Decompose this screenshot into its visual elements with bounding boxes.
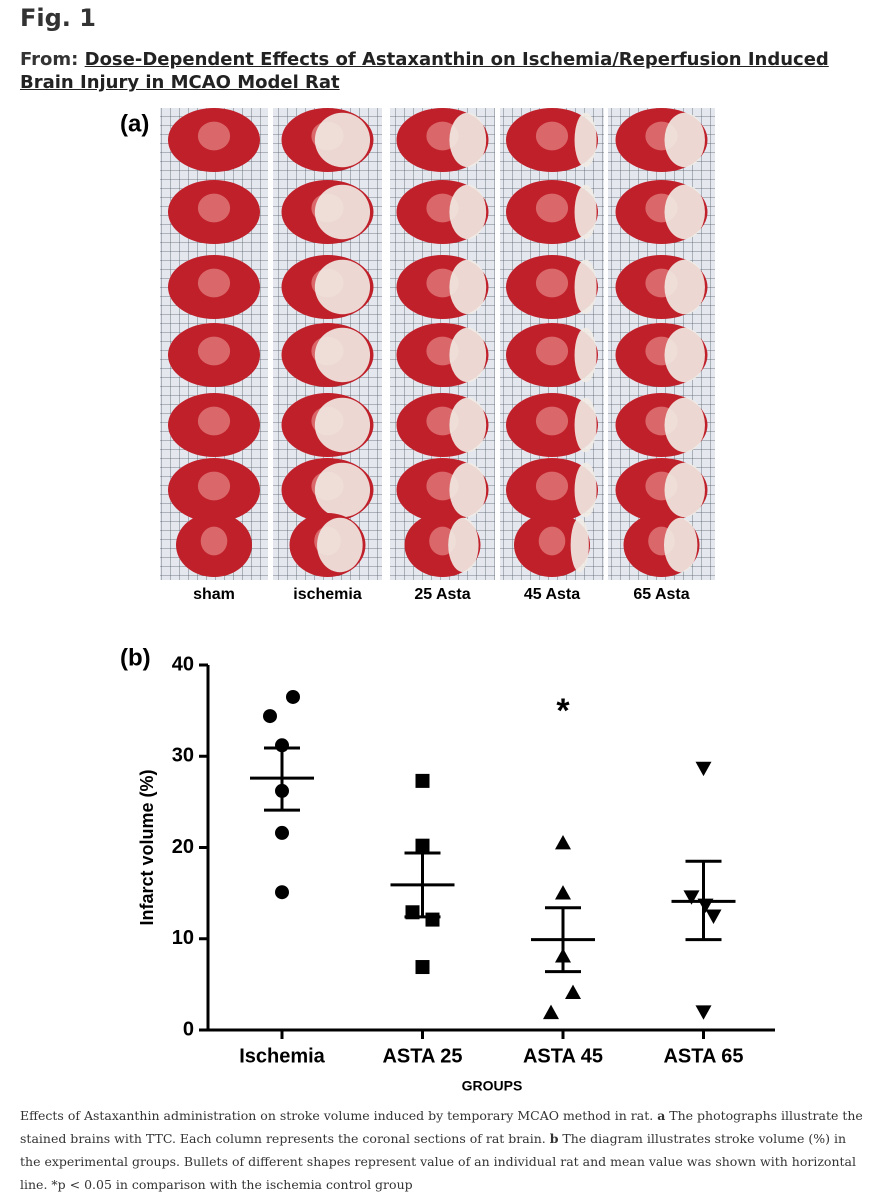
figure: (a) (b) sham ischemia 25 Asta 45 Asta 65 Ast… bbox=[120, 108, 775, 1094]
brain-core bbox=[200, 526, 228, 556]
column-label: 65 Asta bbox=[633, 586, 689, 603]
data-point bbox=[555, 834, 571, 850]
infarct bbox=[317, 517, 363, 573]
infarct bbox=[570, 517, 589, 573]
data-point bbox=[275, 885, 289, 900]
infarct bbox=[314, 397, 371, 453]
caption-part: a bbox=[657, 1108, 666, 1123]
panel-label: (b) bbox=[120, 644, 151, 671]
infarct bbox=[574, 259, 597, 315]
data-point bbox=[415, 960, 430, 975]
x-tick-label: Ischemia bbox=[239, 1045, 325, 1067]
brain-core bbox=[535, 193, 569, 223]
brain-core bbox=[535, 268, 569, 298]
infarct bbox=[449, 462, 487, 518]
caption-part: Effects of Astaxanthin administration on… bbox=[20, 1108, 658, 1123]
brain-core bbox=[535, 121, 569, 151]
panel-label: (a) bbox=[120, 110, 149, 137]
brain-core bbox=[538, 526, 566, 556]
infarct bbox=[314, 327, 371, 383]
column-label: 25 Asta bbox=[414, 586, 470, 603]
data-point bbox=[555, 885, 571, 900]
y-tick-label: 20 bbox=[172, 836, 194, 858]
y-axis-label: Infarct volume (%) bbox=[137, 769, 157, 925]
infarct bbox=[449, 327, 487, 383]
caption-part: b bbox=[549, 1131, 559, 1146]
data-point bbox=[695, 761, 712, 777]
infarct bbox=[449, 184, 487, 240]
infarct bbox=[663, 517, 698, 573]
brain-core bbox=[197, 193, 231, 223]
data-point bbox=[425, 912, 440, 927]
x-tick-label: ASTA 25 bbox=[382, 1045, 462, 1067]
infarct bbox=[664, 259, 705, 315]
x-tick-label: ASTA 45 bbox=[523, 1045, 603, 1067]
data-point bbox=[275, 825, 289, 840]
data-point bbox=[695, 1005, 712, 1020]
infarct bbox=[314, 112, 371, 168]
brain-core bbox=[535, 336, 569, 366]
brain-core bbox=[535, 471, 569, 501]
brain-core bbox=[197, 336, 231, 366]
column-label: ischemia bbox=[293, 586, 362, 603]
caption-part: The photographs illustrate the stained b… bbox=[20, 1108, 863, 1146]
brain-core bbox=[197, 121, 231, 151]
x-tick-label: ASTA 65 bbox=[663, 1045, 743, 1067]
infarct bbox=[664, 462, 705, 518]
brain-core bbox=[197, 471, 231, 501]
infarct bbox=[314, 184, 371, 240]
infarct bbox=[574, 462, 597, 518]
infarct bbox=[574, 112, 597, 168]
data-point bbox=[565, 984, 581, 999]
from-label: From: bbox=[20, 49, 79, 70]
y-tick-label: 0 bbox=[183, 1018, 194, 1040]
data-point bbox=[543, 1004, 559, 1020]
infarct bbox=[664, 112, 705, 168]
data-point bbox=[683, 890, 700, 905]
caption: Effects of Astaxanthin administration on… bbox=[20, 1104, 870, 1196]
photo-panel: sham ischemia 25 Asta 45 Asta 65 Asta bbox=[160, 108, 715, 603]
brain-core bbox=[197, 406, 231, 436]
chart: 0 10 20 30 40 Infarct volume (%) GROUPS Ischemi… bbox=[137, 653, 775, 1094]
column-label: 45 Asta bbox=[524, 586, 580, 603]
brain-core bbox=[197, 268, 231, 298]
data-point bbox=[263, 709, 277, 724]
y-tick-label: 10 bbox=[172, 927, 194, 949]
article-link[interactable]: Dose-Dependent Effects of Astaxanthin on… bbox=[20, 49, 829, 93]
data-point bbox=[415, 773, 430, 788]
infarct bbox=[449, 259, 487, 315]
infarct bbox=[314, 259, 371, 315]
caption-part: The diagram illustrates stroke volume (%… bbox=[20, 1131, 856, 1192]
infarct bbox=[574, 327, 597, 383]
infarct bbox=[664, 397, 705, 453]
significance-mark: * bbox=[556, 692, 570, 730]
infarct bbox=[574, 397, 597, 453]
data-point bbox=[415, 838, 430, 853]
y-tick-label: 30 bbox=[172, 745, 194, 767]
infarct bbox=[314, 462, 371, 518]
data-point bbox=[286, 689, 300, 704]
infarct bbox=[664, 327, 705, 383]
infarct bbox=[664, 184, 705, 240]
data-point bbox=[705, 909, 722, 924]
x-axis-label: GROUPS bbox=[462, 1078, 523, 1094]
infarct bbox=[449, 112, 487, 168]
infarct bbox=[448, 517, 479, 573]
source-line: From: Dose-Dependent Effects of Astaxant… bbox=[20, 48, 860, 94]
figure-number: Fig. 1 bbox=[20, 4, 96, 32]
brain-core bbox=[535, 406, 569, 436]
infarct bbox=[449, 397, 487, 453]
infarct bbox=[574, 184, 597, 240]
y-tick-label: 40 bbox=[172, 653, 194, 675]
column-label: sham bbox=[193, 586, 235, 603]
